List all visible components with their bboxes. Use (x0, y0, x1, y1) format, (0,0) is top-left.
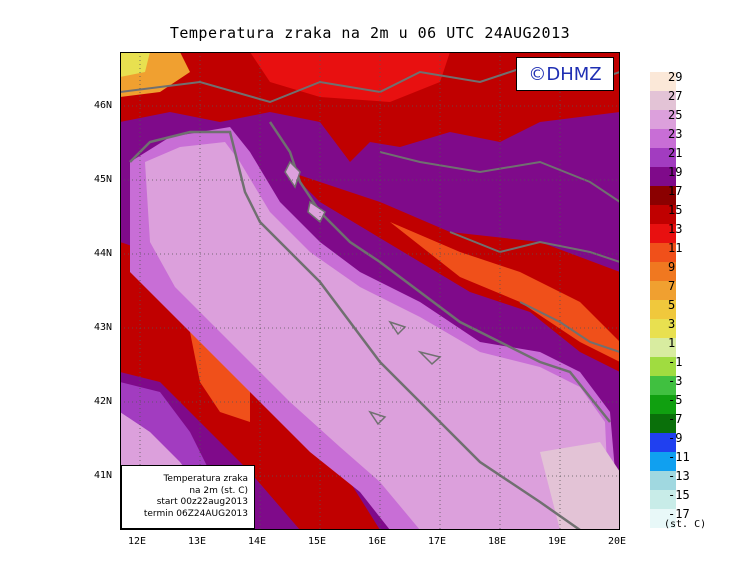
legend-swatch (650, 186, 676, 205)
legend-label: -11 (668, 450, 690, 464)
legend-label: 11 (668, 241, 683, 255)
legend-label: -3 (668, 374, 683, 388)
lon-label-14e: 14E (248, 536, 267, 547)
lon-label-12e: 12E (128, 536, 147, 547)
legend-swatch (650, 414, 676, 433)
graticule (120, 52, 620, 530)
legend-swatch (650, 243, 676, 262)
lat-label-42n: 42N (94, 396, 113, 407)
legend-label: 17 (668, 184, 683, 198)
legend-swatch (650, 300, 676, 319)
dhmz-logo: ©DHMZ (516, 57, 614, 91)
lon-label-16e: 16E (368, 536, 387, 547)
map-title: Temperatura zraka na 2m u 06 UTC 24AUG20… (169, 24, 571, 42)
legend-label: 1 (668, 336, 676, 350)
balkan-orange-belt (390, 222, 620, 362)
lon-label-17e: 17E (428, 536, 447, 547)
legend-label: 3 (668, 317, 676, 331)
legend-label: -17 (668, 507, 690, 521)
legend-swatch (650, 72, 676, 91)
legend-swatch (650, 490, 676, 509)
legend-label: -1 (668, 355, 683, 369)
legend-swatch (650, 281, 676, 300)
legend-label: 21 (668, 146, 683, 160)
lat-label-45n: 45N (94, 174, 113, 185)
northwest-yellow-zone (120, 52, 150, 77)
legend-swatch (650, 357, 676, 376)
legend-swatch (650, 91, 676, 110)
adriatic-sea-inner (145, 142, 610, 530)
lat-label-44n: 44N (94, 248, 113, 259)
legend-label: -7 (668, 412, 683, 426)
balkan-coastline (268, 121, 611, 423)
legend-swatch (650, 224, 676, 243)
legend-swatch (650, 262, 676, 281)
legend-label: -5 (668, 393, 683, 407)
north-warm-zone (120, 52, 620, 162)
legend-swatch (650, 395, 676, 414)
lon-label-19e: 19E (548, 536, 567, 547)
islands (284, 160, 442, 426)
legend-swatch (650, 452, 676, 471)
lon-label-18e: 18E (488, 536, 507, 547)
info-box: Temperatura zraka na 2m (st. C) start 00… (121, 465, 255, 529)
legend-swatch (650, 433, 676, 452)
lat-label-41n: 41N (94, 470, 113, 481)
legend-swatch (650, 376, 676, 395)
border-lines (120, 60, 620, 353)
info-line-level: na 2m (st. C) (189, 485, 248, 496)
legend-label: -9 (668, 431, 683, 445)
lat-label-46n: 46N (94, 100, 113, 111)
legend-label: 13 (668, 222, 683, 236)
info-line-valid: termin 06Z24AUG2013 (143, 508, 248, 519)
legend-label: 15 (668, 203, 683, 217)
legend-swatch (650, 167, 676, 186)
legend-units: (st. C) (664, 519, 707, 530)
legend-label: 27 (668, 89, 683, 103)
legend-label: 25 (668, 108, 683, 122)
temperature-map (120, 52, 620, 530)
legend-swatch (650, 205, 676, 224)
map-frame (120, 52, 620, 530)
legend-label: 29 (668, 70, 683, 84)
lon-label-20e: 20E (608, 536, 627, 547)
legend-label: 7 (668, 279, 676, 293)
info-line-start: start 00z22aug2013 (156, 497, 248, 507)
legend-label: 9 (668, 260, 676, 274)
lon-label-13e: 13E (188, 536, 207, 547)
legend-label: -13 (668, 469, 690, 483)
legend-swatch (650, 471, 676, 490)
legend-label: 5 (668, 298, 676, 312)
italy-coastline (129, 130, 581, 530)
legend-swatch (650, 509, 676, 528)
legend-label: 23 (668, 127, 683, 141)
lat-label-43n: 43N (94, 322, 113, 333)
info-line-variable: Temperatura zraka (163, 474, 248, 484)
lon-label-15e: 15E (308, 536, 327, 547)
italy-orange-zone (190, 332, 250, 422)
legend-swatch (650, 148, 676, 167)
legend-swatch (650, 319, 676, 338)
legend-label: -15 (668, 488, 690, 502)
legend-swatch (650, 129, 676, 148)
legend-label: 19 (668, 165, 683, 179)
legend-swatch (650, 110, 676, 129)
legend-swatch (650, 338, 676, 357)
